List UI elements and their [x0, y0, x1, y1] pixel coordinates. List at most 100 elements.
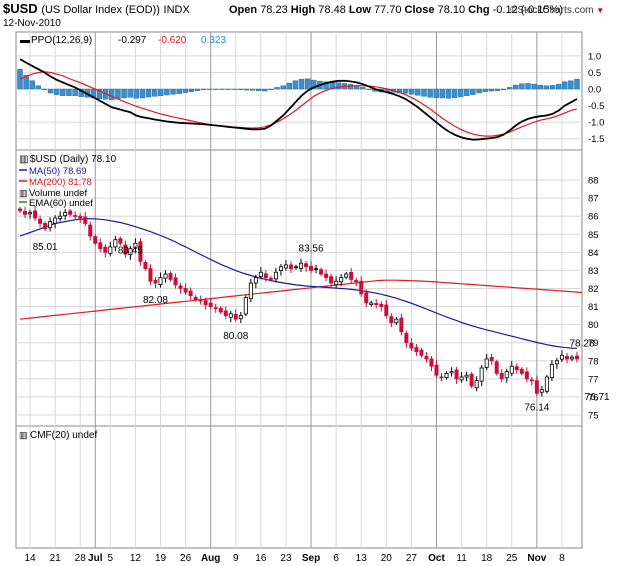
candle-body: [38, 218, 43, 224]
candle-body: [519, 368, 524, 374]
candle-body: [439, 376, 444, 379]
candle-body: [218, 307, 223, 313]
x-tick-label: Nov: [527, 553, 546, 564]
x-tick-label: 6: [333, 553, 339, 564]
price-y-tick-label: 84: [588, 248, 599, 259]
x-tick-label: 11: [456, 553, 467, 564]
candle-body: [499, 373, 504, 380]
candle-body: [404, 333, 409, 344]
ppo-hist-bar: [476, 88, 482, 94]
ppo-hist-bar: [225, 88, 231, 90]
ohlc-summary: Open 78.23 High 78.48 Low 77.70 Close 78…: [229, 4, 563, 16]
ppo-hist-bar: [109, 88, 115, 101]
ppo-hist-bar: [506, 87, 513, 90]
ppo-hist-bar: [537, 84, 543, 90]
candle-body: [158, 277, 163, 286]
x-tick-label: 14: [24, 553, 36, 564]
candle-body: [143, 262, 148, 270]
candle-body: [384, 304, 389, 316]
signal-line: [19, 71, 578, 137]
low-label: Low: [348, 4, 371, 16]
x-tick-label: 18: [481, 553, 493, 564]
x-tick-label: 27: [406, 553, 418, 564]
ppo-y-tick-label: -0.5: [588, 101, 604, 112]
candle-body: [193, 296, 198, 300]
hist-value: 0.323: [201, 35, 226, 46]
ppo-hist-bar: [127, 88, 133, 98]
ppo-hist-bar: [66, 88, 72, 96]
price-y-tick-label: 76: [588, 392, 599, 403]
ppo-hist-bar: [574, 78, 580, 90]
ppo-hist-bar: [415, 88, 421, 96]
candle-body: [504, 371, 509, 379]
x-tick-label: 5: [108, 553, 114, 564]
ppo-hist-bar: [249, 88, 256, 91]
low-value: 77.70: [373, 4, 402, 16]
ppo-y-tick-label: -1.5: [588, 134, 604, 145]
candle-body: [73, 215, 78, 217]
ppo-hist-bar: [274, 87, 280, 90]
candle-body: [233, 313, 238, 320]
candle-body: [459, 376, 464, 381]
ppo-hist-bar: [115, 88, 121, 100]
ppo-hist-bar: [311, 79, 317, 90]
candle-body: [559, 354, 564, 360]
ppo-hist-bar: [145, 88, 152, 98]
candle-body: [299, 262, 304, 269]
candle-body: [374, 303, 379, 306]
ppo-hist-bar: [188, 88, 195, 92]
price-y-tick-label: 88: [588, 176, 599, 187]
candle-body: [349, 272, 354, 280]
volume-icon: ▥: [19, 188, 28, 198]
price-annotation: 76.71: [585, 392, 610, 403]
ma200-legend-label: MA(200) 81.78: [29, 177, 92, 188]
cmf-legend-label: CMF(20) undef: [30, 430, 97, 441]
candle-body: [309, 265, 314, 271]
price-annotation: 80.08: [223, 331, 248, 342]
ppo-hist-bar: [268, 88, 274, 90]
ppo-hist-bar: [531, 83, 537, 90]
candle-body: [293, 266, 298, 269]
price-legend: ▥ $USD (Daily) 78.10 MA(50) 78.69 MA(200…: [19, 154, 117, 209]
candle-body: [17, 208, 22, 212]
ppo-hist-bar: [568, 80, 574, 90]
ppo-hist-bar: [164, 88, 170, 96]
brand-label[interactable]: ©StockCharts.com ▼: [510, 5, 604, 16]
ppo-hist-bar: [292, 80, 299, 90]
brand-menu-arrow-icon[interactable]: ▼: [596, 6, 605, 15]
ppo-line: [19, 58, 578, 141]
symbol-description: (US Dollar Index (EOD)): [41, 4, 160, 16]
candle-body: [409, 342, 414, 349]
price-y-tick-label: 75: [588, 410, 599, 421]
ppo-value: -0.297: [118, 35, 147, 46]
candle-body: [344, 273, 349, 278]
ppo-hist-bar: [256, 88, 262, 91]
x-tick-label: 26: [180, 553, 192, 564]
candle-body: [479, 367, 484, 382]
candle-body: [53, 217, 58, 224]
candle-body: [208, 302, 213, 307]
ppo-hist-bar: [207, 88, 213, 90]
candle-body: [509, 365, 514, 374]
ppo-hist-bar: [286, 82, 293, 90]
candle-body: [494, 361, 499, 374]
ppo-legend-icon: ▬: [20, 35, 30, 46]
candle-body: [68, 210, 73, 215]
ema-legend-label: EMA(60) undef: [29, 198, 93, 209]
chg-value: -0.12 (-0.15%): [492, 4, 563, 16]
ppo-hist-bar: [262, 88, 268, 92]
ppo-hist-bar: [96, 88, 103, 99]
ppo-hist-bar: [488, 88, 495, 92]
candle-body: [489, 356, 494, 362]
ppo-y-tick-label: 1.0: [588, 51, 601, 62]
ppo-lines: [19, 58, 578, 141]
ppo-hist-bar: [402, 88, 409, 94]
symbol: $USD: [3, 1, 38, 16]
x-tick-label: 28: [75, 553, 87, 564]
price-y-tick-label: 83: [588, 266, 599, 277]
candle-body: [304, 263, 309, 268]
candle-body: [514, 366, 519, 371]
candle-body: [28, 212, 33, 215]
ppo-hist-bar: [451, 88, 458, 98]
